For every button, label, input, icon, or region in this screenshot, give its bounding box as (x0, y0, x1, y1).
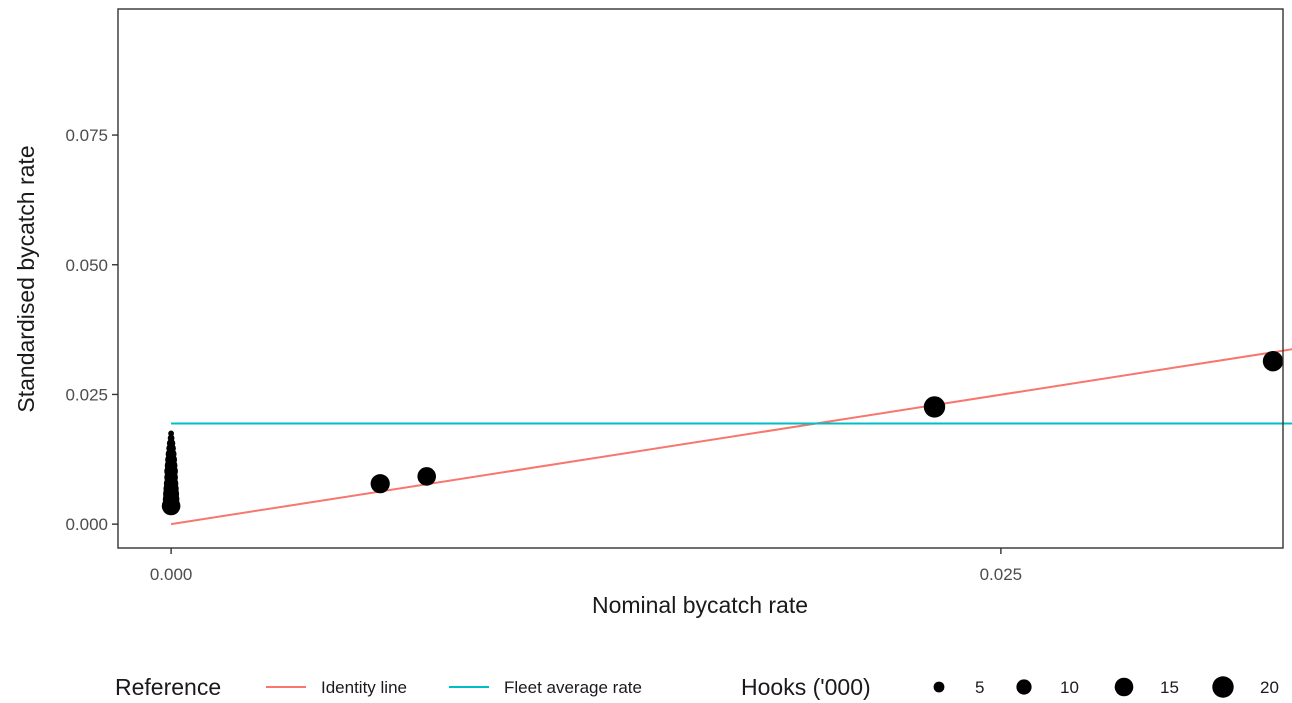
legend-item-label: Identity line (321, 678, 407, 697)
legend-reference-title: Reference (115, 674, 221, 700)
data-point (166, 439, 176, 448)
y-axis-title: Standardised bycatch rate (13, 145, 39, 412)
data-point (370, 474, 390, 494)
data-point (168, 430, 175, 437)
legend-size-title: Hooks ('000) (741, 674, 871, 700)
legend-size-key (1016, 679, 1032, 695)
legend-size-label: 15 (1160, 678, 1179, 697)
x-tick-label: 0.000 (150, 565, 193, 584)
legend-size-key (1212, 676, 1234, 698)
legend: Reference Identity line Fleet average rate… (115, 674, 1279, 700)
plot-area (161, 348, 1292, 526)
x-axis-title: Nominal bycatch rate (592, 592, 808, 618)
data-point (167, 434, 175, 442)
y-tick-label: 0.000 (65, 515, 108, 534)
y-tick-label: 0.050 (65, 256, 108, 275)
y-tick-label: 0.075 (65, 126, 108, 145)
legend-size-key (933, 681, 945, 693)
x-tick-label: 0.025 (980, 565, 1023, 584)
legend-size-key (1114, 677, 1134, 697)
legend-size-label: 10 (1060, 678, 1079, 697)
data-point (417, 467, 437, 486)
legend-item-label: Fleet average rate (504, 678, 642, 697)
data-point (923, 396, 946, 418)
data-point (1262, 351, 1284, 372)
identity-line (170, 348, 1292, 526)
panel-border (117, 8, 1284, 549)
legend-size-label: 20 (1260, 678, 1279, 697)
legend-size-label: 5 (975, 678, 984, 697)
y-tick-label: 0.025 (65, 385, 108, 404)
